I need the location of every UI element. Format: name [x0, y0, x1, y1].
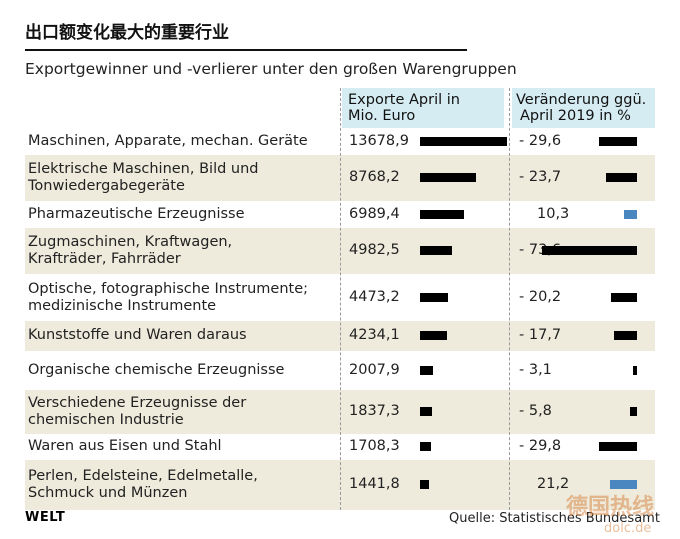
- exports-value: 1837,3: [349, 403, 400, 419]
- exports-value: 1708,3: [349, 438, 400, 454]
- change-value: - 3,1: [519, 362, 552, 378]
- change-bar: [614, 331, 637, 340]
- exports-bar: [420, 331, 447, 340]
- title-rule: [25, 49, 467, 51]
- exports-bar: [420, 366, 433, 375]
- row-label: Verschiedene Erzeugnisse der chemischen I…: [28, 395, 246, 429]
- table-row: Elektrische Maschinen, Bild und Tonwieder…: [25, 155, 655, 201]
- change-header-line1: Veränderung ggü.: [516, 92, 647, 108]
- exports-bar: [420, 293, 448, 302]
- row-label-line2: Tonwiedergabegeräte: [28, 178, 185, 194]
- table-row: Maschinen, Apparate, mechan. Geräte 13678…: [25, 128, 655, 155]
- change-value: - 20,2: [519, 289, 562, 305]
- exports-value: 8768,2: [349, 169, 400, 185]
- table-row: Optische, fotographische Instrumente; med…: [25, 274, 655, 321]
- table-row: Organische chemische Erzeugnisse 2007,9 - …: [25, 351, 655, 390]
- exports-value: 4234,1: [349, 327, 400, 343]
- row-label-line1: Perlen, Edelsteine, Edelmetalle,: [28, 468, 258, 484]
- row-label: Organische chemische Erzeugnisse: [28, 362, 284, 379]
- row-label: Maschinen, Apparate, mechan. Geräte: [28, 133, 308, 150]
- change-bar: [599, 442, 637, 451]
- change-bar: [633, 366, 637, 375]
- exports-header-line2: Mio. Euro: [348, 108, 416, 124]
- table-row: Waren aus Eisen und Stahl 1708,3 - 29,8: [25, 434, 655, 460]
- exports-bar: [420, 480, 429, 489]
- source-note: Quelle: Statistisches Bundesamt: [449, 511, 660, 526]
- exports-value: 2007,9: [349, 362, 400, 378]
- row-label-line1: Optische, fotographische Instrumente;: [28, 281, 309, 297]
- welt-logo: WELT: [25, 510, 66, 525]
- row-label-line1: Maschinen, Apparate, mechan. Geräte: [28, 133, 308, 149]
- change-value: - 29,8: [519, 438, 562, 454]
- row-label-line1: Verschiedene Erzeugnisse der: [28, 395, 247, 411]
- row-label-line1: Elektrische Maschinen, Bild und: [28, 161, 259, 177]
- table-row: Pharmazeutische Erzeugnisse 6989,4 10,3: [25, 201, 655, 228]
- row-label-line1: Waren aus Eisen und Stahl: [28, 438, 222, 454]
- exports-bar: [420, 210, 464, 219]
- row-label: Zugmaschinen, Kraftwagen, Krafträder, Fah…: [28, 234, 232, 268]
- row-label-line2: Schmuck und Münzen: [28, 485, 188, 501]
- change-bar: [611, 293, 637, 302]
- column-divider: [340, 88, 341, 510]
- change-bar: [610, 480, 637, 489]
- change-value: - 23,7: [519, 169, 562, 185]
- change-bar: [599, 137, 637, 146]
- exports-bar: [420, 173, 476, 182]
- exports-header: Exporte April in Mio. Euro: [342, 88, 504, 128]
- exports-bar: [420, 442, 431, 451]
- row-label-line2: medizinische Instrumente: [28, 298, 217, 314]
- chart-subtitle: Exportgewinner und -verlierer unter den …: [25, 60, 517, 78]
- row-label: Pharmazeutische Erzeugnisse: [28, 206, 245, 223]
- change-bar: [542, 246, 637, 255]
- exports-value: 4982,5: [349, 242, 400, 258]
- row-label: Perlen, Edelsteine, Edelmetalle, Schmuck …: [28, 468, 258, 502]
- exports-value: 13678,9: [349, 133, 409, 149]
- row-label-line1: Pharmazeutische Erzeugnisse: [28, 206, 245, 222]
- exports-bar: [420, 137, 507, 146]
- change-value: - 17,7: [519, 327, 562, 343]
- row-label: Optische, fotographische Instrumente; med…: [28, 281, 308, 315]
- change-value: - 5,8: [519, 403, 552, 419]
- exports-bar: [420, 246, 452, 255]
- exports-value: 1441,8: [349, 476, 400, 492]
- row-label-line2: Krafträder, Fahrräder: [28, 251, 181, 267]
- row-label-line1: Kunststoffe und Waren daraus: [28, 327, 247, 343]
- change-value: 21,2: [537, 476, 570, 492]
- exports-value: 4473,2: [349, 289, 400, 305]
- change-value: - 29,6: [519, 133, 562, 149]
- row-label: Kunststoffe und Waren daraus: [28, 327, 247, 344]
- change-bar: [630, 407, 637, 416]
- chart-title: 出口额变化最大的重要行业: [25, 23, 229, 43]
- change-bar: [606, 173, 637, 182]
- exports-value: 6989,4: [349, 206, 400, 222]
- change-bar: [624, 210, 637, 219]
- column-divider: [509, 88, 510, 510]
- row-label: Waren aus Eisen und Stahl: [28, 438, 222, 455]
- change-header-line2: April 2019 in %: [520, 108, 631, 124]
- exports-header-line1: Exporte April in: [348, 92, 460, 108]
- exports-bar: [420, 407, 432, 416]
- change-header: Veränderung ggü. April 2019 in %: [512, 88, 655, 128]
- row-label-line1: Organische chemische Erzeugnisse: [28, 362, 285, 378]
- row-label-line1: Zugmaschinen, Kraftwagen,: [28, 234, 233, 250]
- svg-text:dolc.de: dolc.de: [604, 521, 651, 536]
- watermark-logo: 德国热线 dolc.de: [566, 494, 654, 536]
- change-value: 10,3: [537, 206, 570, 222]
- row-label: Elektrische Maschinen, Bild und Tonwieder…: [28, 161, 259, 195]
- svg-text:德国热线: 德国热线: [566, 494, 654, 520]
- row-label-line2: chemischen Industrie: [28, 412, 184, 428]
